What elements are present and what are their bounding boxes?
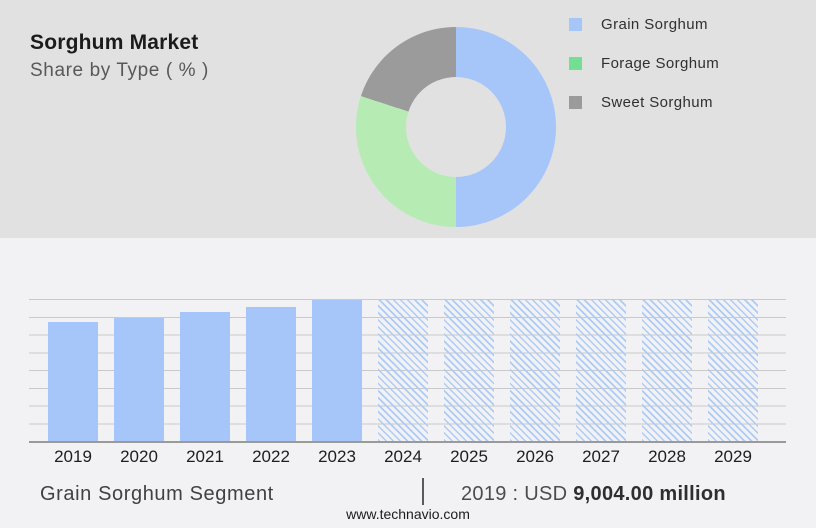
x-label-2024: 2024 bbox=[384, 447, 422, 466]
donut-hole bbox=[406, 77, 506, 177]
value-callout: 2019 : USD 9,004.00 million bbox=[461, 483, 726, 506]
bar-2023 bbox=[312, 300, 362, 441]
legend-label-forage-sorghum: Forage Sorghum bbox=[601, 54, 720, 72]
legend: Grain Sorghum Forage Sorghum Sweet Sorghum bbox=[569, 14, 719, 131]
x-label-2022: 2022 bbox=[252, 447, 290, 466]
bar-2027-forecast bbox=[576, 299, 626, 441]
x-label-2019: 2019 bbox=[54, 447, 92, 466]
bar-2025-forecast bbox=[444, 299, 494, 441]
legend-item-forage-sorghum: Forage Sorghum bbox=[569, 53, 719, 73]
bar-2029-forecast bbox=[708, 299, 758, 441]
website-url: www.technavio.com bbox=[346, 506, 470, 522]
legend-item-grain-sorghum: Grain Sorghum bbox=[569, 14, 719, 34]
x-label-2027: 2027 bbox=[582, 447, 620, 466]
share-by-type-panel: Sorghum Market Share by Type ( % ) Grain… bbox=[0, 0, 816, 238]
x-label-2029: 2029 bbox=[714, 447, 752, 466]
legend-label-sweet-sorghum: Sweet Sorghum bbox=[601, 93, 713, 111]
bar-2020 bbox=[114, 318, 164, 441]
page-subtitle: Share by Type ( % ) bbox=[30, 60, 209, 81]
legend-item-sweet-sorghum: Sweet Sorghum bbox=[569, 92, 719, 112]
separator-bar bbox=[422, 478, 424, 505]
bar-2019 bbox=[48, 321, 98, 441]
title-block: Sorghum Market Share by Type ( % ) bbox=[30, 30, 209, 82]
x-label-2021: 2021 bbox=[186, 447, 224, 466]
bar-2024-forecast bbox=[378, 299, 428, 441]
x-label-2028: 2028 bbox=[648, 447, 686, 466]
legend-label-grain-sorghum: Grain Sorghum bbox=[601, 15, 708, 33]
segment-label: Grain Sorghum Segment bbox=[40, 483, 274, 505]
value-prefix: 2019 : USD bbox=[461, 483, 574, 505]
x-label-2025: 2025 bbox=[450, 447, 488, 466]
bar-2028-forecast bbox=[642, 299, 692, 441]
page-title: Sorghum Market bbox=[30, 31, 199, 54]
value-amount: 9,004.00 million bbox=[573, 483, 726, 505]
x-label-2026: 2026 bbox=[516, 447, 554, 466]
legend-swatch-sweet-sorghum bbox=[569, 95, 582, 109]
trend-panel: 2019 2020 2021 2022 2023 2024 2025 2026 2027 2028… bbox=[0, 238, 816, 528]
legend-swatch-grain-sorghum bbox=[569, 17, 582, 31]
x-label-2023: 2023 bbox=[318, 447, 356, 466]
bar-2026-forecast bbox=[510, 299, 560, 441]
x-label-2020: 2020 bbox=[120, 447, 158, 466]
donut-chart bbox=[356, 27, 556, 227]
legend-swatch-forage-sorghum bbox=[569, 56, 582, 70]
bar-2021 bbox=[180, 311, 230, 441]
bar-2022 bbox=[246, 306, 296, 441]
bar-chart: 2019 2020 2021 2022 2023 2024 2025 2026 2027 2028… bbox=[29, 299, 786, 466]
